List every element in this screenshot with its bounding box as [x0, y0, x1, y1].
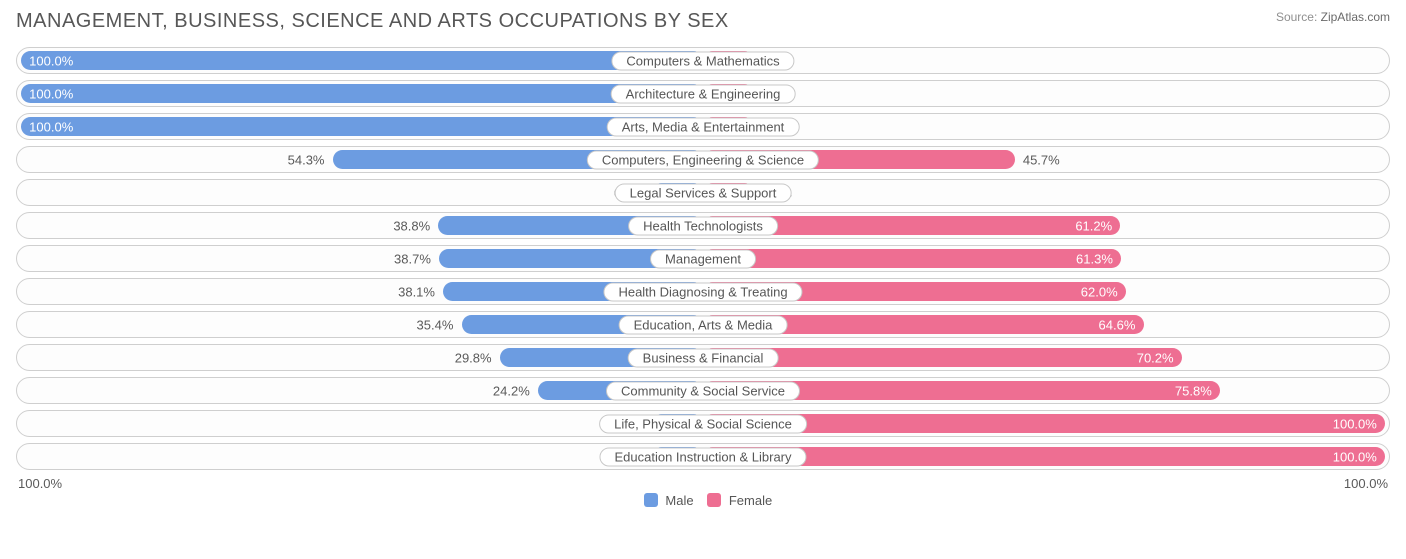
male-bar — [21, 51, 703, 70]
male-bar — [21, 117, 703, 136]
male-value-label: 24.2% — [493, 383, 530, 398]
legend-label-male: Male — [665, 493, 693, 508]
chart-row: 29.8% 70.2% Business & Financial — [16, 344, 1390, 371]
male-value-label: 38.8% — [393, 218, 430, 233]
category-label: Computers, Engineering & Science — [587, 150, 819, 169]
chart-row: 24.2% 75.8% Community & Social Service — [16, 377, 1390, 404]
chart-legend: Male Female — [16, 493, 1390, 508]
chart-row: 38.8% 61.2% Health Technologists — [16, 212, 1390, 239]
category-label: Business & Financial — [628, 348, 779, 367]
chart-header: MANAGEMENT, BUSINESS, SCIENCE AND ARTS O… — [16, 10, 1390, 33]
axis-right-label: 100.0% — [1344, 476, 1388, 491]
chart-row: 38.1% 62.0% Health Diagnosing & Treating — [16, 278, 1390, 305]
axis-left-label: 100.0% — [18, 476, 62, 491]
legend-swatch-male — [644, 493, 658, 507]
male-value-label: 100.0% — [29, 53, 73, 68]
category-label: Education Instruction & Library — [599, 447, 806, 466]
x-axis: 100.0% 100.0% — [16, 476, 1390, 491]
category-label: Architecture & Engineering — [611, 84, 796, 103]
female-value-label: 100.0% — [1333, 416, 1377, 431]
male-value-label: 29.8% — [455, 350, 492, 365]
male-bar — [21, 84, 703, 103]
chart-title: MANAGEMENT, BUSINESS, SCIENCE AND ARTS O… — [16, 10, 729, 33]
category-label: Community & Social Service — [606, 381, 800, 400]
chart-row: 0.0%100.0%Education Instruction & Librar… — [16, 443, 1390, 470]
legend-swatch-female — [707, 493, 721, 507]
category-label: Computers & Mathematics — [611, 51, 794, 70]
chart-row: 100.0%0.0%Arts, Media & Entertainment — [16, 113, 1390, 140]
female-value-label: 62.0% — [1081, 284, 1118, 299]
chart-row: 0.0%100.0%Life, Physical & Social Scienc… — [16, 410, 1390, 437]
male-value-label: 100.0% — [29, 119, 73, 134]
category-label: Education, Arts & Media — [619, 315, 788, 334]
female-bar — [703, 249, 1121, 268]
female-value-label: 70.2% — [1137, 350, 1174, 365]
chart-row: 35.4% 64.6% Education, Arts & Media — [16, 311, 1390, 338]
male-value-label: 35.4% — [417, 317, 454, 332]
category-label: Arts, Media & Entertainment — [607, 117, 800, 136]
category-label: Life, Physical & Social Science — [599, 414, 807, 433]
legend-label-female: Female — [729, 493, 772, 508]
category-label: Legal Services & Support — [615, 183, 792, 202]
chart-row: 100.0%0.0%Computers & Mathematics — [16, 47, 1390, 74]
male-value-label: 38.1% — [398, 284, 435, 299]
category-label: Health Technologists — [628, 216, 778, 235]
female-value-label: 64.6% — [1099, 317, 1136, 332]
female-value-label: 75.8% — [1175, 383, 1212, 398]
chart-source: Source: ZipAtlas.com — [1276, 10, 1390, 24]
female-value-label: 61.2% — [1075, 218, 1112, 233]
male-value-label: 38.7% — [394, 251, 431, 266]
source-value: ZipAtlas.com — [1321, 10, 1390, 24]
chart-row: 38.7% 61.3% Management — [16, 245, 1390, 272]
chart-row: 54.3% 45.7% Computers, Engineering & Scien… — [16, 146, 1390, 173]
male-value-label: 54.3% — [288, 152, 325, 167]
chart-row: 100.0%0.0%Architecture & Engineering — [16, 80, 1390, 107]
chart-row: 0.0%0.0%Legal Services & Support — [16, 179, 1390, 206]
female-value-label: 45.7% — [1023, 152, 1060, 167]
female-value-label: 100.0% — [1333, 449, 1377, 464]
occupations-chart: 100.0%0.0%Computers & Mathematics100.0%0… — [16, 47, 1390, 470]
category-label: Management — [650, 249, 756, 268]
source-label: Source: — [1276, 10, 1317, 24]
male-value-label: 100.0% — [29, 86, 73, 101]
female-value-label: 61.3% — [1076, 251, 1113, 266]
category-label: Health Diagnosing & Treating — [603, 282, 802, 301]
